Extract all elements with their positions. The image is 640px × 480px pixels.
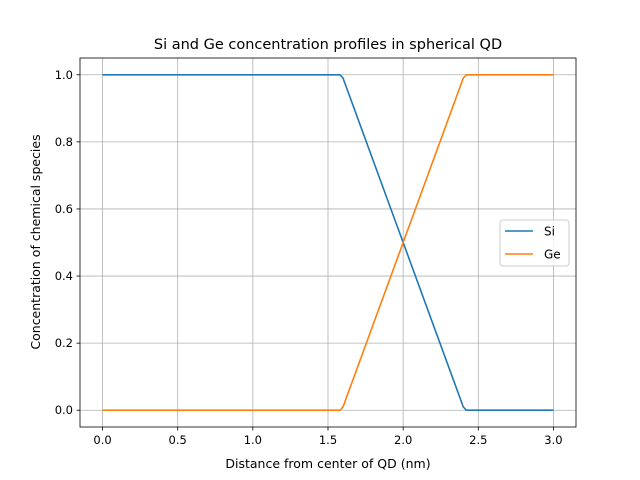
x-tick-label: 0.5 xyxy=(169,433,187,447)
x-tick-label: 1.0 xyxy=(244,433,262,447)
y-tick-label: 1.0 xyxy=(55,68,73,82)
x-axis-label: Distance from center of QD (nm) xyxy=(225,456,430,471)
series-lines xyxy=(102,73,554,412)
ticks: 0.0 0.5 1.0 1.5 2.0 2.5 3.0 0.0 0.2 0.4 0.6 0.8 1.0 xyxy=(55,68,563,447)
legend-label: Ge xyxy=(544,248,561,262)
x-tick-label: 1.5 xyxy=(319,433,337,447)
y-tick-label: 0.0 xyxy=(55,403,73,417)
chart-title: Si and Ge concentration profiles in sphe… xyxy=(154,37,502,53)
x-tick-label: 3.0 xyxy=(544,433,562,447)
legend: Si Ge xyxy=(499,219,570,267)
y-tick-label: 0.8 xyxy=(55,135,73,149)
y-axis-label: Concentration of chemical species xyxy=(28,134,43,349)
x-tick-label: 0.0 xyxy=(93,433,111,447)
x-tick-label: 2.0 xyxy=(394,433,412,447)
x-tick-label: 2.5 xyxy=(469,433,487,447)
y-tick-label: 0.6 xyxy=(55,202,73,216)
y-tick-label: 0.4 xyxy=(55,269,73,283)
legend-label: Si xyxy=(544,225,555,239)
y-tick-label: 0.2 xyxy=(55,336,73,350)
series-line-ge xyxy=(102,73,554,412)
